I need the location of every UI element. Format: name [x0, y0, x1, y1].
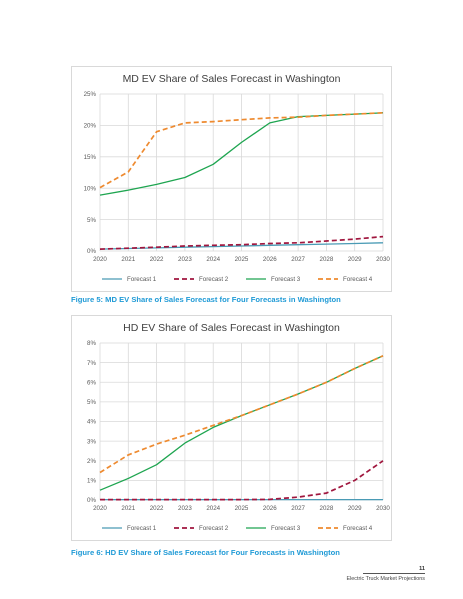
md-x-tick-label: 2029	[348, 256, 362, 263]
md-legend-label-forecast-3: Forecast 3	[271, 276, 301, 283]
md-y-tick-label: 25%	[84, 91, 97, 98]
md-y-tick-label: 20%	[84, 123, 97, 130]
md-x-tick-label: 2023	[178, 256, 192, 263]
hd-x-tick-label: 2021	[121, 505, 135, 512]
md-series-line-forecast-2	[99, 235, 384, 250]
hd-legend-label-forecast-4: Forecast 4	[343, 525, 373, 532]
hd-x-tick-label: 2022	[150, 505, 164, 512]
hd-x-tick-label: 2027	[291, 505, 305, 512]
md-legend-label-forecast-4: Forecast 4	[343, 276, 373, 283]
figure-6-caption: Figure 6: HD EV Share of Sales Forecast …	[71, 548, 340, 557]
page-number: 11	[419, 566, 425, 572]
md-x-tick-label: 2025	[235, 256, 249, 263]
hd-y-tick-label: 5%	[87, 399, 96, 406]
hd-ev-chart-svg: HD EV Share of Sales Forecast in Washing…	[87, 322, 390, 532]
hd-y-tick-label: 4%	[87, 419, 96, 426]
hd-x-tick-label: 2025	[235, 505, 249, 512]
hd-y-tick-label: 3%	[87, 438, 96, 445]
hd-x-tick-label: 2029	[348, 505, 362, 512]
md-series-line-forecast-1	[99, 242, 384, 250]
md-y-tick-label: 10%	[84, 185, 97, 192]
hd-x-tick-label: 2023	[178, 505, 192, 512]
md-y-tick-label: 5%	[87, 217, 96, 224]
md-series-line-forecast-3	[99, 112, 384, 196]
md-ev-chart: MD EV Share of Sales Forecast in Washing…	[71, 66, 392, 292]
figure-5-caption: Figure 5: MD EV Share of Sales Forecast …	[71, 295, 341, 304]
md-chart-title: MD EV Share of Sales Forecast in Washing…	[123, 73, 341, 85]
md-y-tick-label: 0%	[87, 248, 96, 255]
md-x-tick-label: 2028	[320, 256, 334, 263]
hd-series-line-forecast-4	[99, 355, 384, 474]
hd-legend-label-forecast-2: Forecast 2	[199, 525, 229, 532]
md-legend-label-forecast-2: Forecast 2	[199, 276, 229, 283]
md-x-tick-label: 2022	[150, 256, 164, 263]
hd-chart-title: HD EV Share of Sales Forecast in Washing…	[123, 322, 340, 334]
hd-x-tick-label: 2024	[206, 505, 220, 512]
footer-rule	[363, 573, 425, 574]
hd-x-tick-label: 2028	[320, 505, 334, 512]
md-y-tick-label: 15%	[84, 154, 97, 161]
hd-x-tick-label: 2026	[263, 505, 277, 512]
md-x-tick-label: 2026	[263, 256, 277, 263]
hd-y-tick-label: 1%	[87, 478, 96, 485]
hd-x-tick-label: 2030	[376, 505, 390, 512]
hd-y-tick-label: 0%	[87, 497, 96, 504]
md-series-line-forecast-4	[99, 111, 384, 189]
hd-y-tick-label: 6%	[87, 379, 96, 386]
hd-x-tick-label: 2020	[93, 505, 107, 512]
md-x-tick-label: 2020	[93, 256, 107, 263]
md-x-tick-label: 2030	[376, 256, 390, 263]
md-x-tick-label: 2024	[206, 256, 220, 263]
hd-y-tick-label: 8%	[87, 340, 96, 347]
md-x-tick-label: 2021	[121, 256, 135, 263]
md-x-tick-label: 2027	[291, 256, 305, 263]
running-footer: Electric Truck Market Projections	[346, 576, 426, 582]
md-legend-label-forecast-1: Forecast 1	[127, 276, 157, 283]
hd-y-tick-label: 7%	[87, 360, 96, 367]
hd-legend-label-forecast-1: Forecast 1	[127, 525, 157, 532]
hd-y-tick-label: 2%	[87, 458, 96, 465]
hd-legend-label-forecast-3: Forecast 3	[271, 525, 301, 532]
hd-ev-chart: HD EV Share of Sales Forecast in Washing…	[71, 315, 392, 541]
md-ev-chart-svg: MD EV Share of Sales Forecast in Washing…	[84, 73, 391, 283]
